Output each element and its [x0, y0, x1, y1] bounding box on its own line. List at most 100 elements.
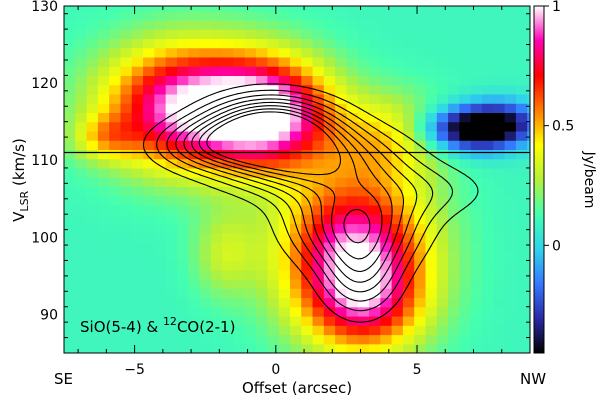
heatmap-cell: [414, 288, 427, 299]
heatmap-cell: [335, 10, 348, 21]
heatmap-cell: [470, 66, 483, 76]
heatmap-cell: [470, 167, 483, 178]
heatmap-cell: [165, 47, 178, 58]
heatmap-cell: [120, 19, 133, 30]
heatmap-cell: [369, 47, 381, 58]
heatmap-cell: [109, 315, 122, 326]
heatmap-cell: [176, 325, 189, 336]
heatmap-cell: [402, 84, 415, 95]
heatmap-cell: [188, 158, 201, 169]
heatmap-cell: [222, 186, 235, 197]
heatmap-cell: [75, 121, 88, 132]
heatmap-cell: [97, 186, 110, 197]
heatmap-cell: [301, 56, 314, 67]
heatmap-cell: [131, 223, 144, 234]
heatmap-cell: [210, 334, 223, 345]
heatmap-cell: [312, 325, 325, 336]
heatmap-cell: [267, 47, 280, 58]
heatmap-cell: [64, 232, 76, 243]
heatmap-cell: [335, 306, 348, 317]
heatmap-cell: [278, 195, 291, 206]
heatmap-cell: [436, 38, 449, 49]
heatmap-cell: [380, 306, 393, 317]
heatmap-cell: [369, 177, 381, 188]
heatmap-cell: [267, 195, 280, 206]
heatmap-cell: [120, 130, 133, 141]
heatmap-cell: [64, 269, 76, 280]
heatmap-cell: [335, 66, 348, 76]
heatmap-cell: [493, 343, 506, 353]
heatmap-cell: [176, 204, 189, 215]
heatmap-cell: [414, 93, 427, 104]
heatmap-cell: [233, 121, 246, 132]
heatmap-cell: [380, 149, 393, 160]
heatmap-cell: [470, 223, 483, 234]
heatmap-cell: [109, 56, 122, 67]
heatmap-cell: [86, 343, 99, 353]
heatmap-cell: [154, 38, 167, 49]
heatmap-cell: [346, 121, 359, 132]
heatmap-cell: [165, 112, 178, 123]
heatmap-cell: [143, 241, 155, 252]
heatmap-cell: [448, 334, 460, 345]
heatmap-cell: [143, 29, 155, 39]
heatmap-cell: [154, 29, 167, 39]
heatmap-cell: [380, 177, 393, 188]
heatmap-cell: [131, 177, 144, 188]
heatmap-cell: [515, 195, 528, 206]
heatmap-cell: [515, 75, 528, 86]
heatmap-cell: [199, 93, 212, 104]
heatmap-cell: [176, 29, 189, 39]
heatmap-cell: [131, 343, 144, 353]
heatmap-cell: [64, 75, 76, 86]
heatmap-cell: [256, 84, 268, 95]
heatmap-cell: [222, 158, 235, 169]
heatmap-cell: [402, 56, 415, 67]
contour-level: [191, 105, 393, 272]
heatmap-cell: [120, 167, 133, 178]
heatmap-cell: [109, 269, 122, 280]
heatmap-cell: [515, 214, 528, 225]
heatmap-cell: [143, 223, 155, 234]
y-tick-label: 110: [31, 153, 58, 169]
heatmap-cell: [481, 112, 494, 123]
heatmap-cell: [154, 121, 167, 132]
heatmap-cell: [402, 186, 415, 197]
heatmap-cell: [493, 130, 506, 141]
heatmap-cell: [436, 47, 449, 58]
heatmap-cell: [425, 103, 438, 114]
heatmap-cell: [481, 241, 494, 252]
heatmap-cell: [75, 204, 88, 215]
heatmap-cell: [527, 93, 530, 104]
heatmap-cell: [380, 29, 393, 39]
heatmap-cell: [154, 223, 167, 234]
heatmap-cell: [380, 75, 393, 86]
heatmap-cell: [391, 84, 404, 95]
heatmap-cell: [470, 260, 483, 271]
heatmap-cell: [481, 214, 494, 225]
heatmap-cell: [97, 140, 110, 151]
heatmap-cell: [448, 177, 460, 188]
heatmap-cell: [323, 56, 336, 67]
heatmap-cell: [493, 214, 506, 225]
heatmap-cell: [380, 315, 393, 326]
heatmap-cell: [120, 251, 133, 262]
heatmap-cell: [402, 130, 415, 141]
heatmap-cell: [176, 121, 189, 132]
heatmap-cell: [391, 204, 404, 215]
heatmap-cell: [402, 214, 415, 225]
heatmap-cell: [425, 29, 438, 39]
heatmap-cell: [323, 278, 336, 289]
heatmap-cell: [357, 343, 370, 353]
heatmap-cell: [86, 140, 99, 151]
heatmap-cell: [210, 297, 223, 308]
heatmap-cell: [222, 343, 235, 353]
plot-frame: [63, 5, 531, 354]
heatmap-cell: [425, 195, 438, 206]
heatmap-cell: [369, 158, 381, 169]
heatmap-cell: [289, 214, 302, 225]
heatmap-cell: [199, 325, 212, 336]
heatmap-cell: [448, 93, 460, 104]
heatmap-cell: [278, 214, 291, 225]
heatmap-cell: [109, 103, 122, 114]
